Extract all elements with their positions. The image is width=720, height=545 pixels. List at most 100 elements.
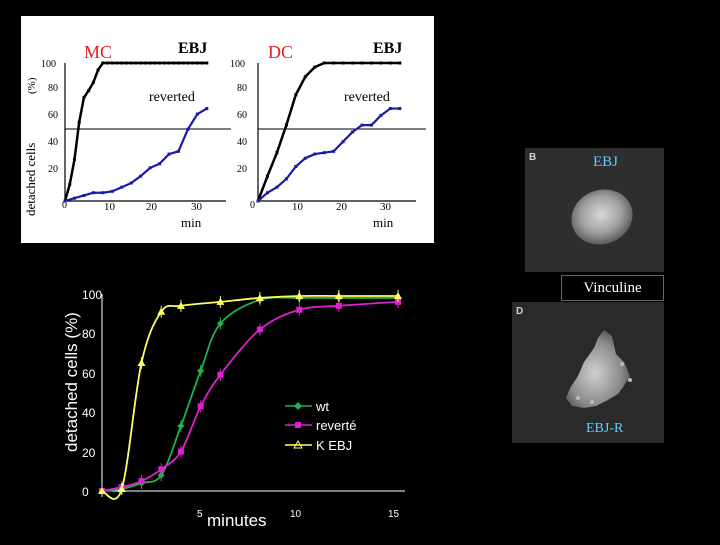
right-point-reverted: [313, 152, 317, 156]
bottom-point-kebj: [334, 291, 343, 299]
right-line-ebj: [256, 61, 400, 202]
bottom-chart-svg: detached cells (%) 0 20 40 60 80 100 5 1…: [62, 288, 405, 530]
right-title: DC: [268, 42, 293, 62]
legend-marker-wt: [294, 402, 302, 410]
left-point-ebj: [87, 89, 91, 93]
right-point-ebj: [284, 123, 288, 127]
focal-adhesion-dot: [590, 400, 594, 404]
right-series-group: [256, 61, 402, 203]
left-title: MC: [84, 42, 112, 62]
left-point-ebj: [153, 61, 157, 65]
left-point-ebj: [167, 61, 171, 65]
bottom-line-kebj: [101, 294, 398, 500]
right-point-ebj: [294, 93, 298, 97]
spread-cell-image: [566, 330, 630, 408]
right-point-reverted: [369, 123, 373, 127]
left-point-reverted: [91, 191, 95, 195]
left-xlabel: min: [181, 215, 202, 230]
left-point-ebj: [72, 158, 76, 162]
right-point-ebj: [388, 61, 392, 65]
left-point-ebj: [195, 61, 199, 65]
right-point-reverted: [351, 130, 355, 134]
right-xtick: 30: [380, 201, 392, 213]
right-point-reverted: [398, 107, 402, 111]
left-xtick: 30: [191, 201, 203, 213]
right-point-reverted: [284, 177, 288, 181]
left-curve-label: reverted: [149, 90, 195, 105]
right-point-reverted: [360, 123, 364, 127]
bottom-series-group: [98, 289, 402, 500]
left-point-ebj: [96, 68, 100, 72]
bottom-point-kebj: [176, 301, 185, 309]
right-point-ebj: [369, 61, 373, 65]
right-point-ebj: [379, 61, 383, 65]
left-line-reverted: [64, 107, 208, 203]
left-point-reverted: [148, 166, 152, 170]
right-xtick: 10: [292, 201, 304, 213]
left-point-ebj: [77, 120, 81, 124]
bottom-point-kebj: [255, 293, 264, 301]
bottom-point-kebj: [98, 487, 106, 494]
right-chart: 100 80 60 40 20 0 10 20 30 min DC EBJ re…: [230, 40, 426, 230]
right-point-reverted: [379, 113, 383, 117]
bottom-chart: detached cells (%) 0 20 40 60 80 100 5 1…: [0, 270, 440, 540]
bottom-point-kebj: [137, 358, 146, 366]
bottom-line-wt: [101, 296, 398, 492]
bottom-ytick: 60: [82, 367, 96, 381]
right-point-ebj: [275, 151, 279, 155]
left-point-reverted: [110, 189, 114, 193]
right-ytick: 60: [237, 110, 247, 121]
left-point-ebj: [143, 61, 147, 65]
left-point-ebj: [139, 61, 143, 65]
legend: wt reverté K EBJ: [285, 399, 356, 453]
legend-marker-reverte: [295, 422, 301, 428]
right-point-ebj: [265, 174, 269, 178]
left-point-ebj: [205, 61, 209, 65]
left-point-ebj: [106, 61, 110, 65]
left-point-ebj: [158, 61, 162, 65]
left-point-ebj: [186, 61, 190, 65]
focal-adhesion-dot: [576, 396, 580, 400]
left-point-ebj: [200, 61, 204, 65]
micrograph-ebj-r-svg: D EBJ-R: [516, 306, 632, 436]
bottom-point-reverte: [217, 371, 224, 378]
micrograph-ebj-r: D EBJ-R: [512, 302, 664, 443]
right-curve-label: reverted: [344, 90, 390, 105]
left-point-ebj: [82, 96, 86, 99]
left-xtick: 20: [146, 201, 158, 213]
left-point-ebj: [120, 61, 124, 65]
right-point-reverted: [341, 140, 345, 144]
bottom-xtick: 10: [290, 509, 302, 520]
right-line-reverted: [257, 107, 400, 202]
left-ytick: 0: [62, 200, 67, 211]
left-point-reverted: [139, 174, 143, 178]
bottom-point-reverte: [335, 302, 342, 309]
left-point-reverted: [186, 127, 190, 131]
right-xtick: 20: [336, 201, 348, 213]
right-ytick: 20: [237, 164, 247, 175]
left-corner-label: EBJ: [178, 40, 207, 57]
bottom-point-wt: [177, 422, 185, 430]
round-cell-image: [571, 189, 633, 245]
left-point-reverted: [167, 152, 171, 156]
micrograph-ebj: B EBJ: [525, 148, 664, 272]
bottom-line-reverte: [101, 300, 399, 492]
left-point-ebj: [176, 61, 180, 65]
right-point-ebj: [351, 61, 355, 65]
bottom-ytick: 0: [82, 485, 89, 499]
panel-letter-b: B: [529, 152, 536, 163]
photo-label-ebj: EBJ: [593, 154, 618, 170]
bottom-point-kebj: [117, 485, 126, 493]
left-point-ebj: [181, 61, 185, 65]
vinculine-label: Vinculine: [561, 275, 664, 301]
right-ytick: 100: [230, 59, 245, 70]
bottom-xlabel: minutes: [207, 511, 267, 530]
left-ytick: 80: [48, 83, 58, 94]
bottom-ytick: 100: [82, 288, 102, 302]
bottom-ylabel: detached cells (%): [62, 312, 81, 452]
left-point-reverted: [158, 162, 162, 166]
right-corner-label: EBJ: [373, 40, 402, 57]
left-point-reverted: [120, 185, 124, 189]
right-point-ebj: [341, 61, 345, 65]
right-point-reverted: [322, 151, 326, 155]
